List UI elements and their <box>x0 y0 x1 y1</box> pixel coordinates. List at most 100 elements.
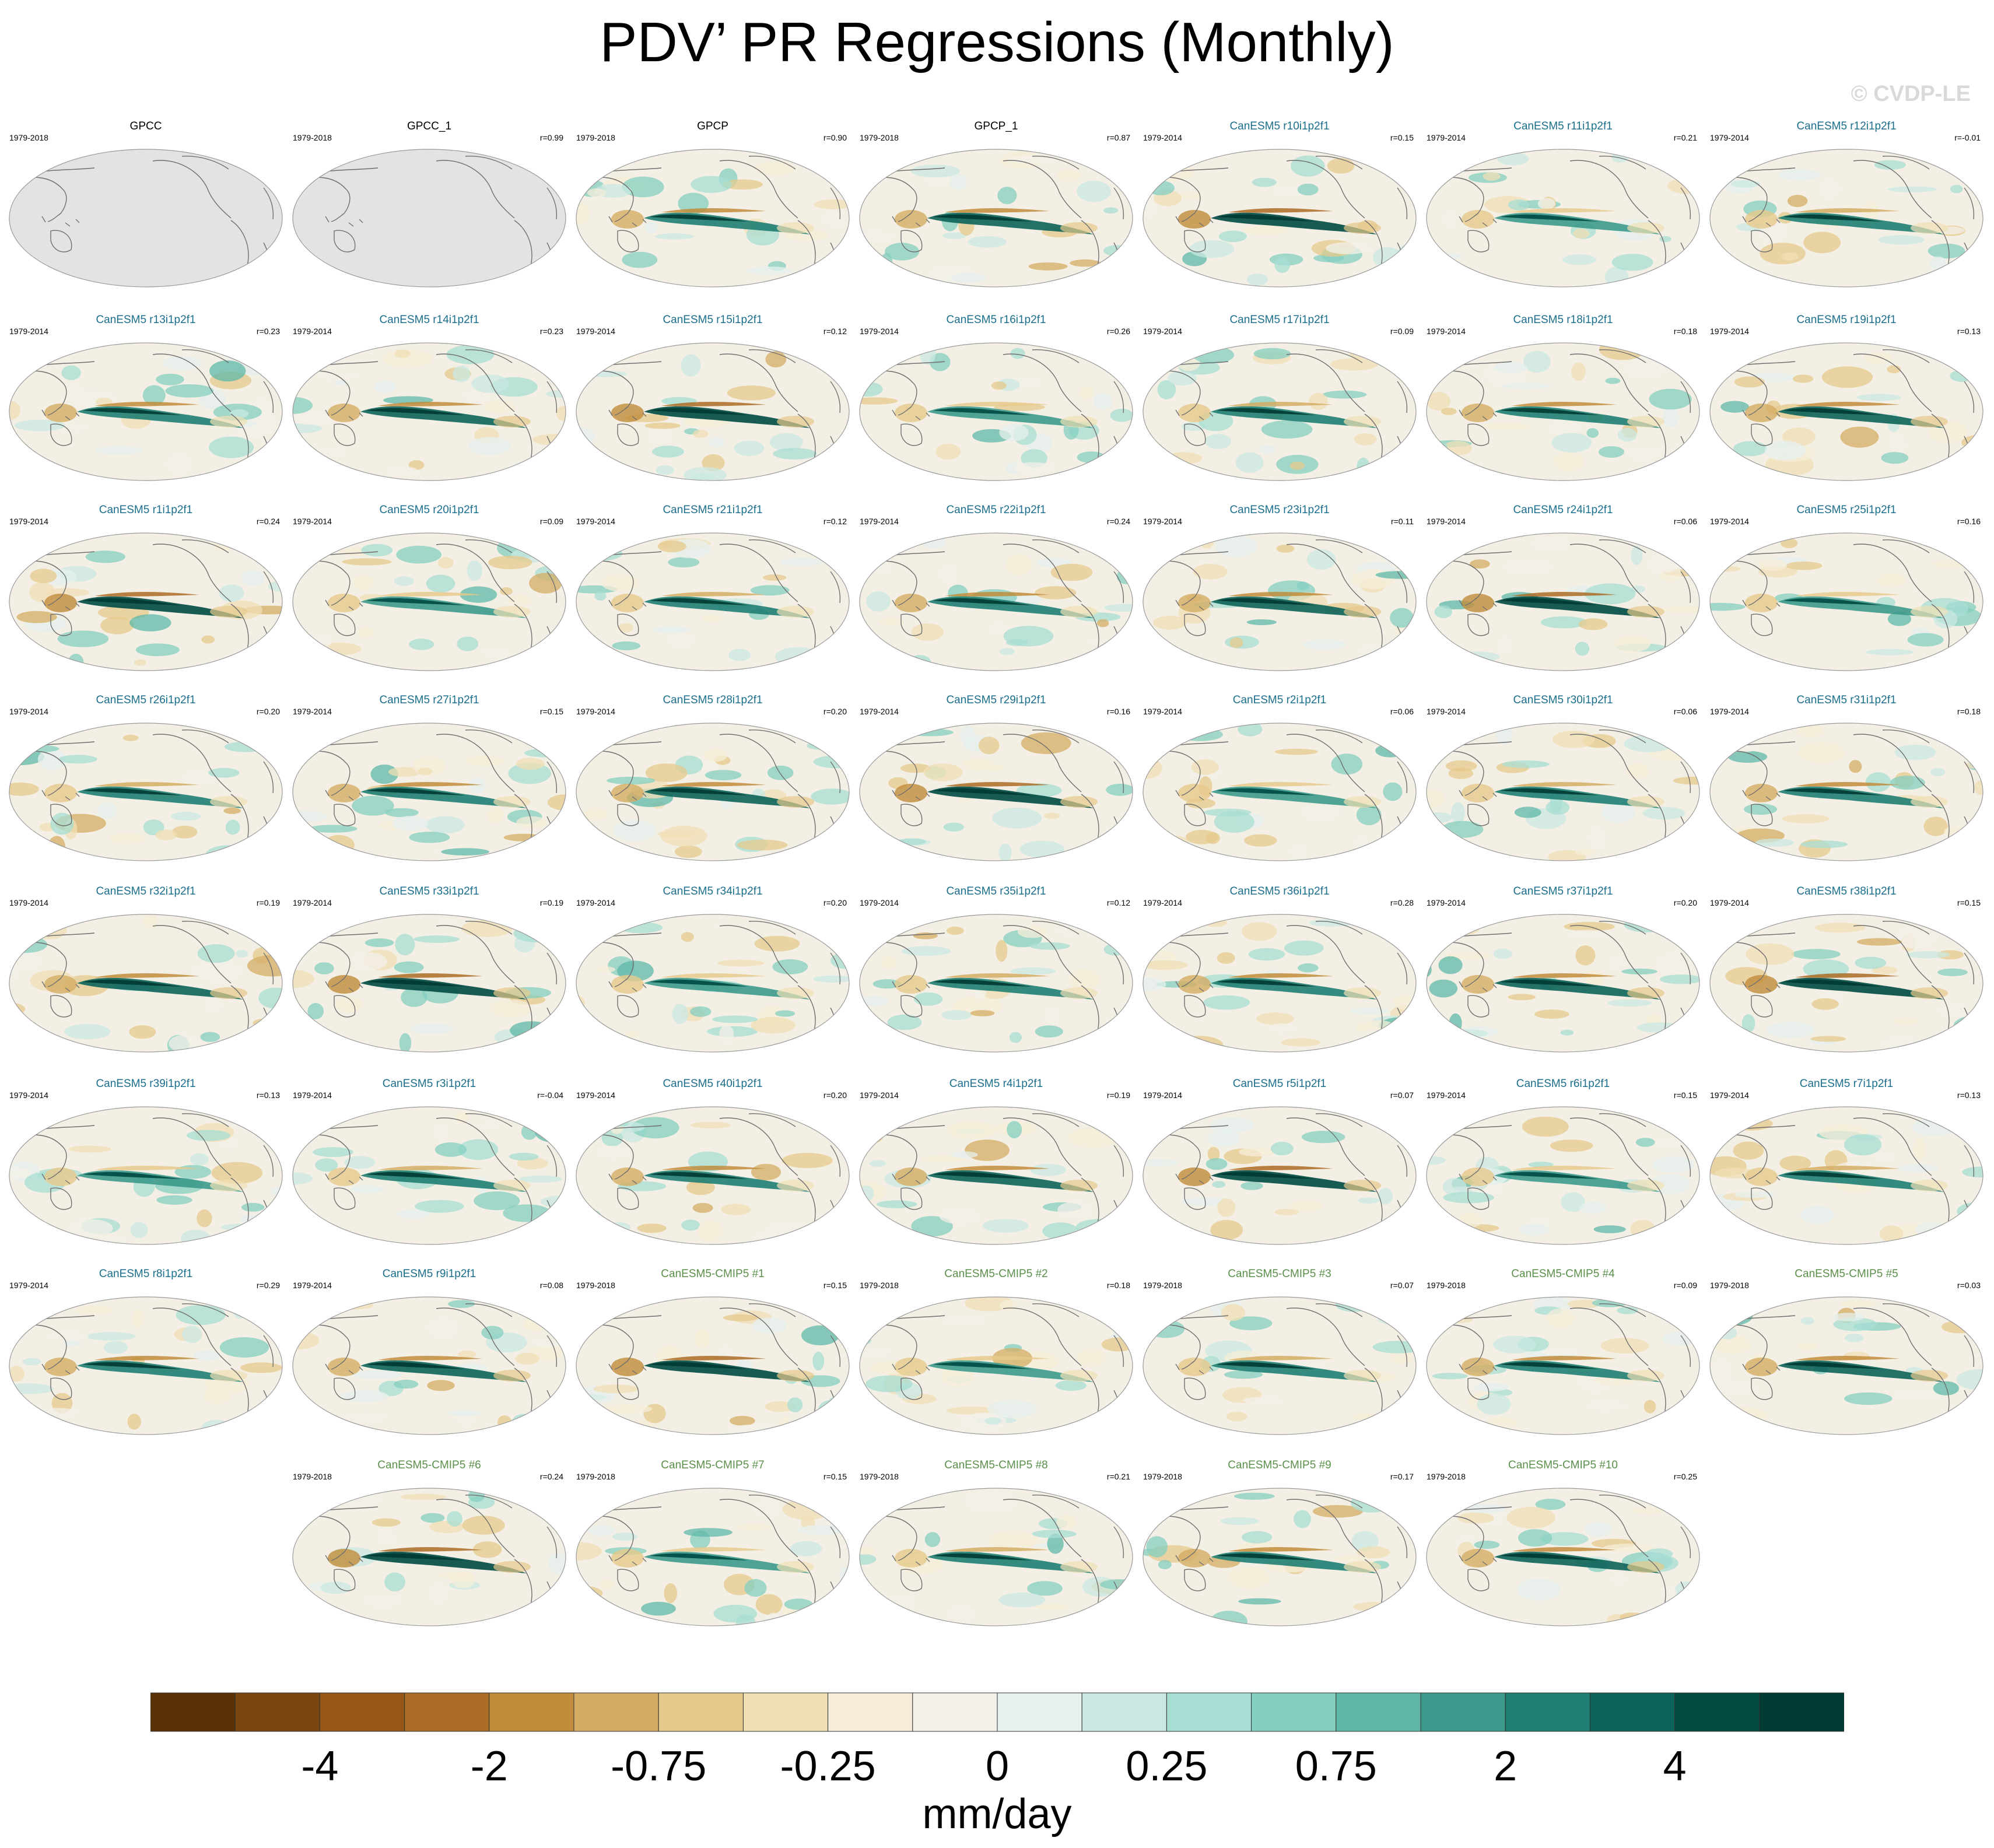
panel-correlation: r=0.25 <box>1673 1472 1697 1481</box>
map-plot <box>1709 342 1984 481</box>
panel-title: CanESM5 r16i1p2f1 <box>946 314 1046 326</box>
panel-period: 1979-2014 <box>9 327 48 336</box>
map-panel: CanESM5 r17i1p2f1 1979-2014 r=0.09 <box>1141 314 1418 483</box>
panel-period: 1979-2018 <box>1143 1472 1182 1481</box>
colorbar-box <box>404 1692 490 1732</box>
panel-period: 1979-2014 <box>293 327 332 336</box>
panel-title: CanESM5 r33i1p2f1 <box>379 885 479 897</box>
map-plot <box>576 914 850 1053</box>
panel-correlation: r=0.16 <box>1106 707 1130 716</box>
panel-title: CanESM5 r6i1p2f1 <box>1516 1078 1610 1090</box>
colorbar-tick-label: -2 <box>470 1743 508 1790</box>
panel-title: CanESM5 r13i1p2f1 <box>96 314 196 326</box>
panel-period: 1979-2018 <box>860 1281 899 1290</box>
map-panel: CanESM5-CMIP5 #10 1979-2018 r=0.25 <box>1424 1459 1702 1628</box>
panel-title: CanESM5-CMIP5 #7 <box>661 1459 765 1471</box>
panel-correlation: r=0.19 <box>1106 1090 1130 1100</box>
map-plot <box>859 532 1133 671</box>
map-plot <box>576 532 850 671</box>
colorbar-box <box>1336 1692 1421 1732</box>
map-plot <box>576 1106 850 1245</box>
map-panel: CanESM5 r28i1p2f1 1979-2014 r=0.20 <box>574 694 851 863</box>
map-plot <box>1143 1488 1417 1626</box>
map-panel: CanESM5 r5i1p2f1 1979-2014 r=0.07 <box>1141 1078 1418 1247</box>
map-panel: CanESM5 r34i1p2f1 1979-2014 r=0.20 <box>574 885 851 1054</box>
map-panel: CanESM5 r7i1p2f1 1979-2014 r=0.13 <box>1708 1078 1985 1247</box>
map-panel: CanESM5 r23i1p2f1 1979-2014 r=0.11 <box>1141 504 1418 673</box>
map-plot <box>1709 1296 1984 1435</box>
colorbar-box <box>1420 1692 1506 1732</box>
panel-period: 1979-2014 <box>576 327 615 336</box>
panel-period: 1979-2014 <box>1143 133 1182 142</box>
map-panel: CanESM5 r1i1p2f1 1979-2014 r=0.24 <box>7 504 285 673</box>
panel-period: 1979-2018 <box>293 1472 332 1481</box>
map-plot <box>1426 532 1700 671</box>
map-panel: CanESM5 r27i1p2f1 1979-2014 r=0.15 <box>290 694 568 863</box>
panel-correlation: r=0.13 <box>256 1090 280 1100</box>
colorbar-box <box>997 1692 1082 1732</box>
panel-title: CanESM5 r11i1p2f1 <box>1513 120 1613 132</box>
panel-correlation: r=0.06 <box>1390 707 1414 716</box>
colorbar-box <box>1505 1692 1590 1732</box>
map-panel: CanESM5 r11i1p2f1 1979-2014 r=0.21 <box>1424 120 1702 289</box>
colorbar-tick-label: 4 <box>1663 1743 1687 1790</box>
panel-correlation: r=0.15 <box>539 707 563 716</box>
panel-period: 1979-2014 <box>1427 898 1466 907</box>
panel-title: CanESM5 r27i1p2f1 <box>379 694 479 706</box>
panel-title: CanESM5 r29i1p2f1 <box>946 694 1046 706</box>
map-panel: GPCP_1 1979-2018 r=0.87 <box>857 120 1135 289</box>
colorbar-box <box>1081 1692 1167 1732</box>
panel-title: CanESM5 r7i1p2f1 <box>1799 1078 1894 1090</box>
panel-period: 1979-2018 <box>1710 1281 1749 1290</box>
map-panel: CanESM5 r14i1p2f1 1979-2014 r=0.23 <box>290 314 568 483</box>
panel-title: CanESM5 r3i1p2f1 <box>382 1078 476 1090</box>
colorbar-tick-label: -4 <box>301 1743 339 1790</box>
panel-title: CanESM5-CMIP5 #1 <box>661 1268 765 1280</box>
colorbar-box <box>1674 1692 1760 1732</box>
map-plot <box>292 149 566 287</box>
map-panel: CanESM5 r30i1p2f1 1979-2014 r=0.06 <box>1424 694 1702 863</box>
panel-correlation: r=0.16 <box>1957 517 1981 526</box>
panel-period: 1979-2014 <box>1710 327 1749 336</box>
panel-title: CanESM5 r38i1p2f1 <box>1796 885 1897 897</box>
map-plot <box>859 723 1133 861</box>
panel-title: GPCP_1 <box>974 120 1018 132</box>
panel-period: 1979-2014 <box>1143 517 1182 526</box>
panel-title: CanESM5 r20i1p2f1 <box>379 504 479 516</box>
map-panel: CanESM5 r21i1p2f1 1979-2014 r=0.12 <box>574 504 851 673</box>
colorbar-box <box>573 1692 659 1732</box>
panel-correlation: r=-0.01 <box>1954 133 1981 142</box>
colorbar-box <box>658 1692 744 1732</box>
panel-correlation: r=0.07 <box>1390 1281 1414 1290</box>
map-plot <box>9 342 283 481</box>
panel-title: CanESM5-CMIP5 #9 <box>1228 1459 1331 1471</box>
map-plot <box>1426 1296 1700 1435</box>
panel-period: 1979-2014 <box>9 1281 48 1290</box>
map-plot <box>1143 149 1417 287</box>
map-panel: CanESM5 r15i1p2f1 1979-2014 r=0.12 <box>574 314 851 483</box>
panel-period: 1979-2018 <box>576 133 615 142</box>
panel-title: CanESM5 r35i1p2f1 <box>946 885 1046 897</box>
map-panel: CanESM5-CMIP5 #9 1979-2018 r=0.17 <box>1141 1459 1418 1628</box>
map-plot <box>1709 149 1984 287</box>
colorbar-box <box>1589 1692 1676 1732</box>
map-plot <box>9 1296 283 1435</box>
panel-correlation: r=0.28 <box>1390 898 1414 907</box>
map-panel: CanESM5-CMIP5 #8 1979-2018 r=0.21 <box>857 1459 1135 1628</box>
panel-title: CanESM5 r23i1p2f1 <box>1229 504 1330 516</box>
panel-period: 1979-2018 <box>1427 1281 1466 1290</box>
panel-correlation: r=0.06 <box>1673 707 1697 716</box>
panel-period: 1979-2014 <box>1427 707 1466 716</box>
map-plot <box>292 342 566 481</box>
map-panel: CanESM5 r36i1p2f1 1979-2014 r=0.28 <box>1141 885 1418 1054</box>
colorbar-box <box>319 1692 405 1732</box>
map-plot <box>292 1106 566 1245</box>
map-plot <box>576 1296 850 1435</box>
panel-period: 1979-2018 <box>860 133 899 142</box>
panel-correlation: r=0.18 <box>1106 1281 1130 1290</box>
map-plot <box>292 723 566 861</box>
panel-period: 1979-2014 <box>1427 1090 1466 1100</box>
panel-title: GPCP <box>697 120 728 132</box>
panel-correlation: r=0.12 <box>823 517 847 526</box>
map-panel: CanESM5-CMIP5 #2 1979-2018 r=0.18 <box>857 1268 1135 1437</box>
